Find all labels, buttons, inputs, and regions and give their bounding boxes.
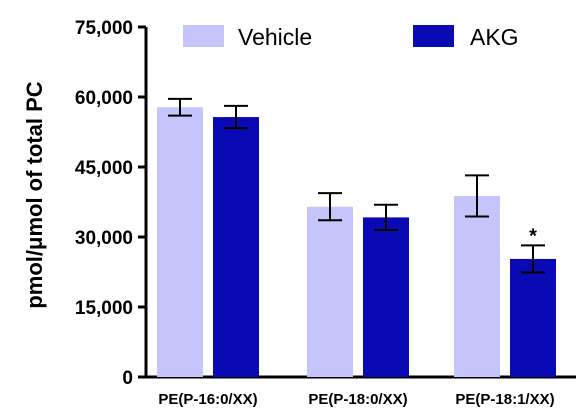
bar-akg-2 bbox=[363, 217, 409, 377]
chart-legend: Vehicle AKG bbox=[183, 24, 519, 50]
significance-marker: * bbox=[529, 225, 537, 247]
x-tick-label: PE(P-16:0/XX) bbox=[158, 391, 257, 408]
y-tick-label: 15,000 bbox=[75, 298, 133, 319]
chart-error-bars bbox=[168, 97, 545, 274]
bar-vehicle-1 bbox=[157, 107, 203, 378]
bar-vehicle-3 bbox=[454, 195, 500, 377]
y-tick-label: 45,000 bbox=[75, 158, 133, 179]
x-tick-label: PE(P-18:0/XX) bbox=[308, 391, 407, 408]
y-axis-label: pmol/μmol of total PC bbox=[22, 81, 47, 308]
x-tick-label: PE(P-18:1/XX) bbox=[455, 391, 554, 408]
bar-akg-3 bbox=[510, 258, 556, 377]
legend-swatch-akg bbox=[413, 25, 454, 47]
chart-bars bbox=[157, 107, 556, 378]
y-tick-label: 75,000 bbox=[75, 18, 133, 39]
legend-label-vehicle: Vehicle bbox=[238, 24, 312, 50]
y-tick-label: 60,000 bbox=[75, 88, 133, 109]
legend-swatch-vehicle bbox=[183, 25, 224, 47]
y-tick-label: 0 bbox=[122, 368, 133, 389]
legend-label-akg: AKG bbox=[470, 24, 519, 50]
bar-vehicle-2 bbox=[307, 206, 353, 377]
bar-akg-1 bbox=[213, 117, 259, 378]
chart-axes: 0 15,000 30,000 45,000 60,000 75,000 PE(P-16:0… bbox=[75, 18, 576, 408]
y-tick-label: 30,000 bbox=[75, 228, 133, 249]
